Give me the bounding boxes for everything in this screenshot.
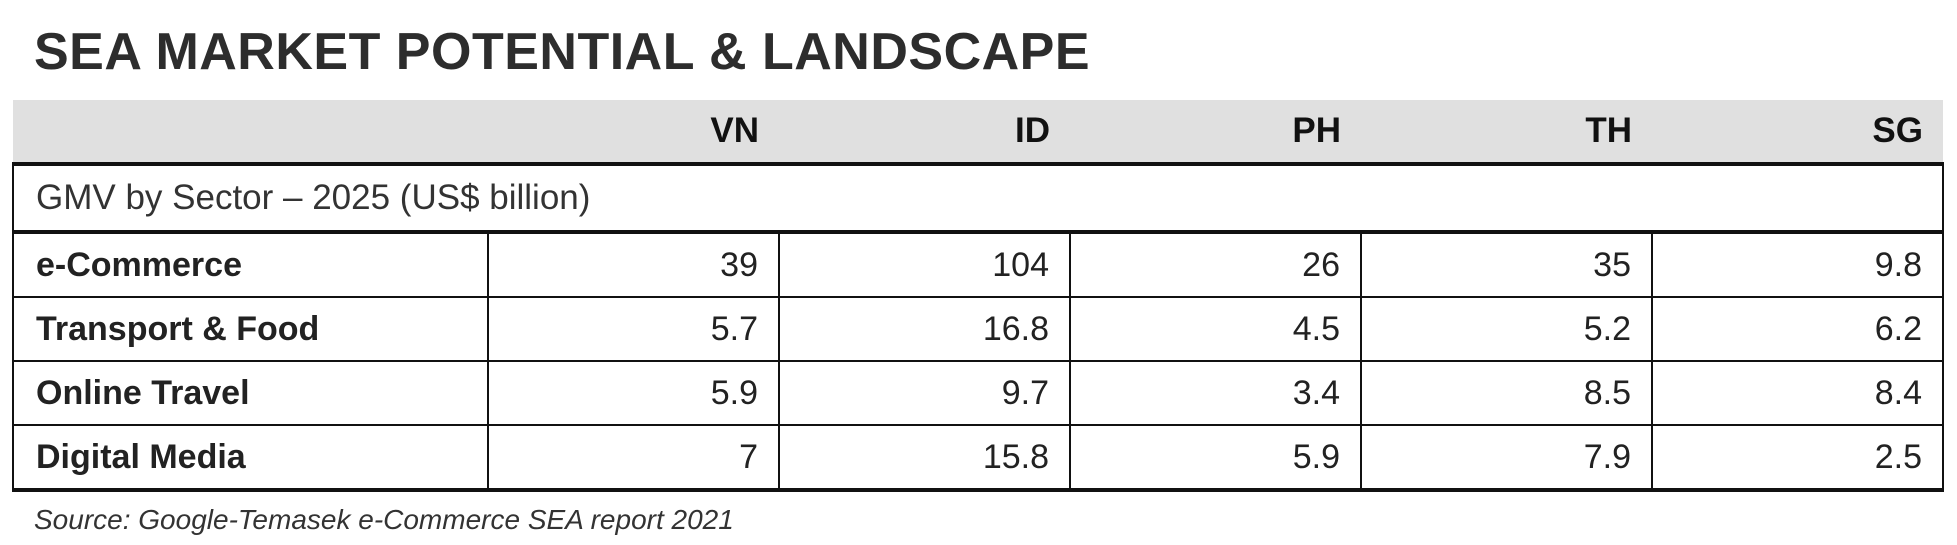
cell-id: 16.8 (778, 296, 1071, 362)
column-header-vn: VN (488, 100, 779, 166)
column-header-id: ID (779, 100, 1070, 166)
table-row: Online Travel 5.9 9.7 3.4 8.5 8.4 (12, 360, 1944, 426)
cell-vn: 5.7 (487, 296, 780, 362)
column-header-ph: PH (1070, 100, 1361, 166)
cell-ph: 3.4 (1069, 360, 1362, 426)
cell-th: 8.5 (1360, 360, 1653, 426)
cell-sg: 8.4 (1651, 360, 1944, 426)
column-header-empty (13, 100, 488, 166)
table-row: Digital Media 7 15.8 5.9 7.9 2.5 (12, 424, 1944, 492)
cell-th: 35 (1360, 231, 1653, 298)
header-row: VN ID PH TH SG (13, 100, 1943, 166)
column-header-th: TH (1361, 100, 1652, 166)
cell-id: 104 (778, 231, 1071, 298)
cell-ph: 26 (1069, 231, 1362, 298)
page-title: SEA MARKET POTENTIAL & LANDSCAPE (34, 23, 1091, 81)
cell-id: 9.7 (778, 360, 1071, 426)
table-row: Transport & Food 5.7 16.8 4.5 5.2 6.2 (12, 296, 1944, 362)
row-label: Transport & Food (12, 296, 489, 362)
row-label: e-Commerce (12, 231, 489, 298)
gmv-table: VN ID PH TH SG GMV by Sector – 2025 (US$… (12, 100, 1944, 492)
cell-ph: 5.9 (1069, 424, 1362, 492)
cell-sg: 6.2 (1651, 296, 1944, 362)
cell-sg: 2.5 (1651, 424, 1944, 492)
cell-id: 15.8 (778, 424, 1071, 492)
row-label: Online Travel (12, 360, 489, 426)
section-label: GMV by Sector – 2025 (US$ billion) (12, 163, 1944, 234)
cell-th: 5.2 (1360, 296, 1653, 362)
row-label: Digital Media (12, 424, 489, 492)
column-header-sg: SG (1652, 100, 1943, 166)
cell-vn: 7 (487, 424, 780, 492)
cell-th: 7.9 (1360, 424, 1653, 492)
cell-vn: 39 (487, 231, 780, 298)
cell-sg: 9.8 (1651, 231, 1944, 298)
section-row: GMV by Sector – 2025 (US$ billion) (12, 163, 1944, 234)
cell-ph: 4.5 (1069, 296, 1362, 362)
source-note: Source: Google-Temasek e-Commerce SEA re… (34, 504, 734, 535)
table-row: e-Commerce 39 104 26 35 9.8 (12, 231, 1944, 298)
cell-vn: 5.9 (487, 360, 780, 426)
